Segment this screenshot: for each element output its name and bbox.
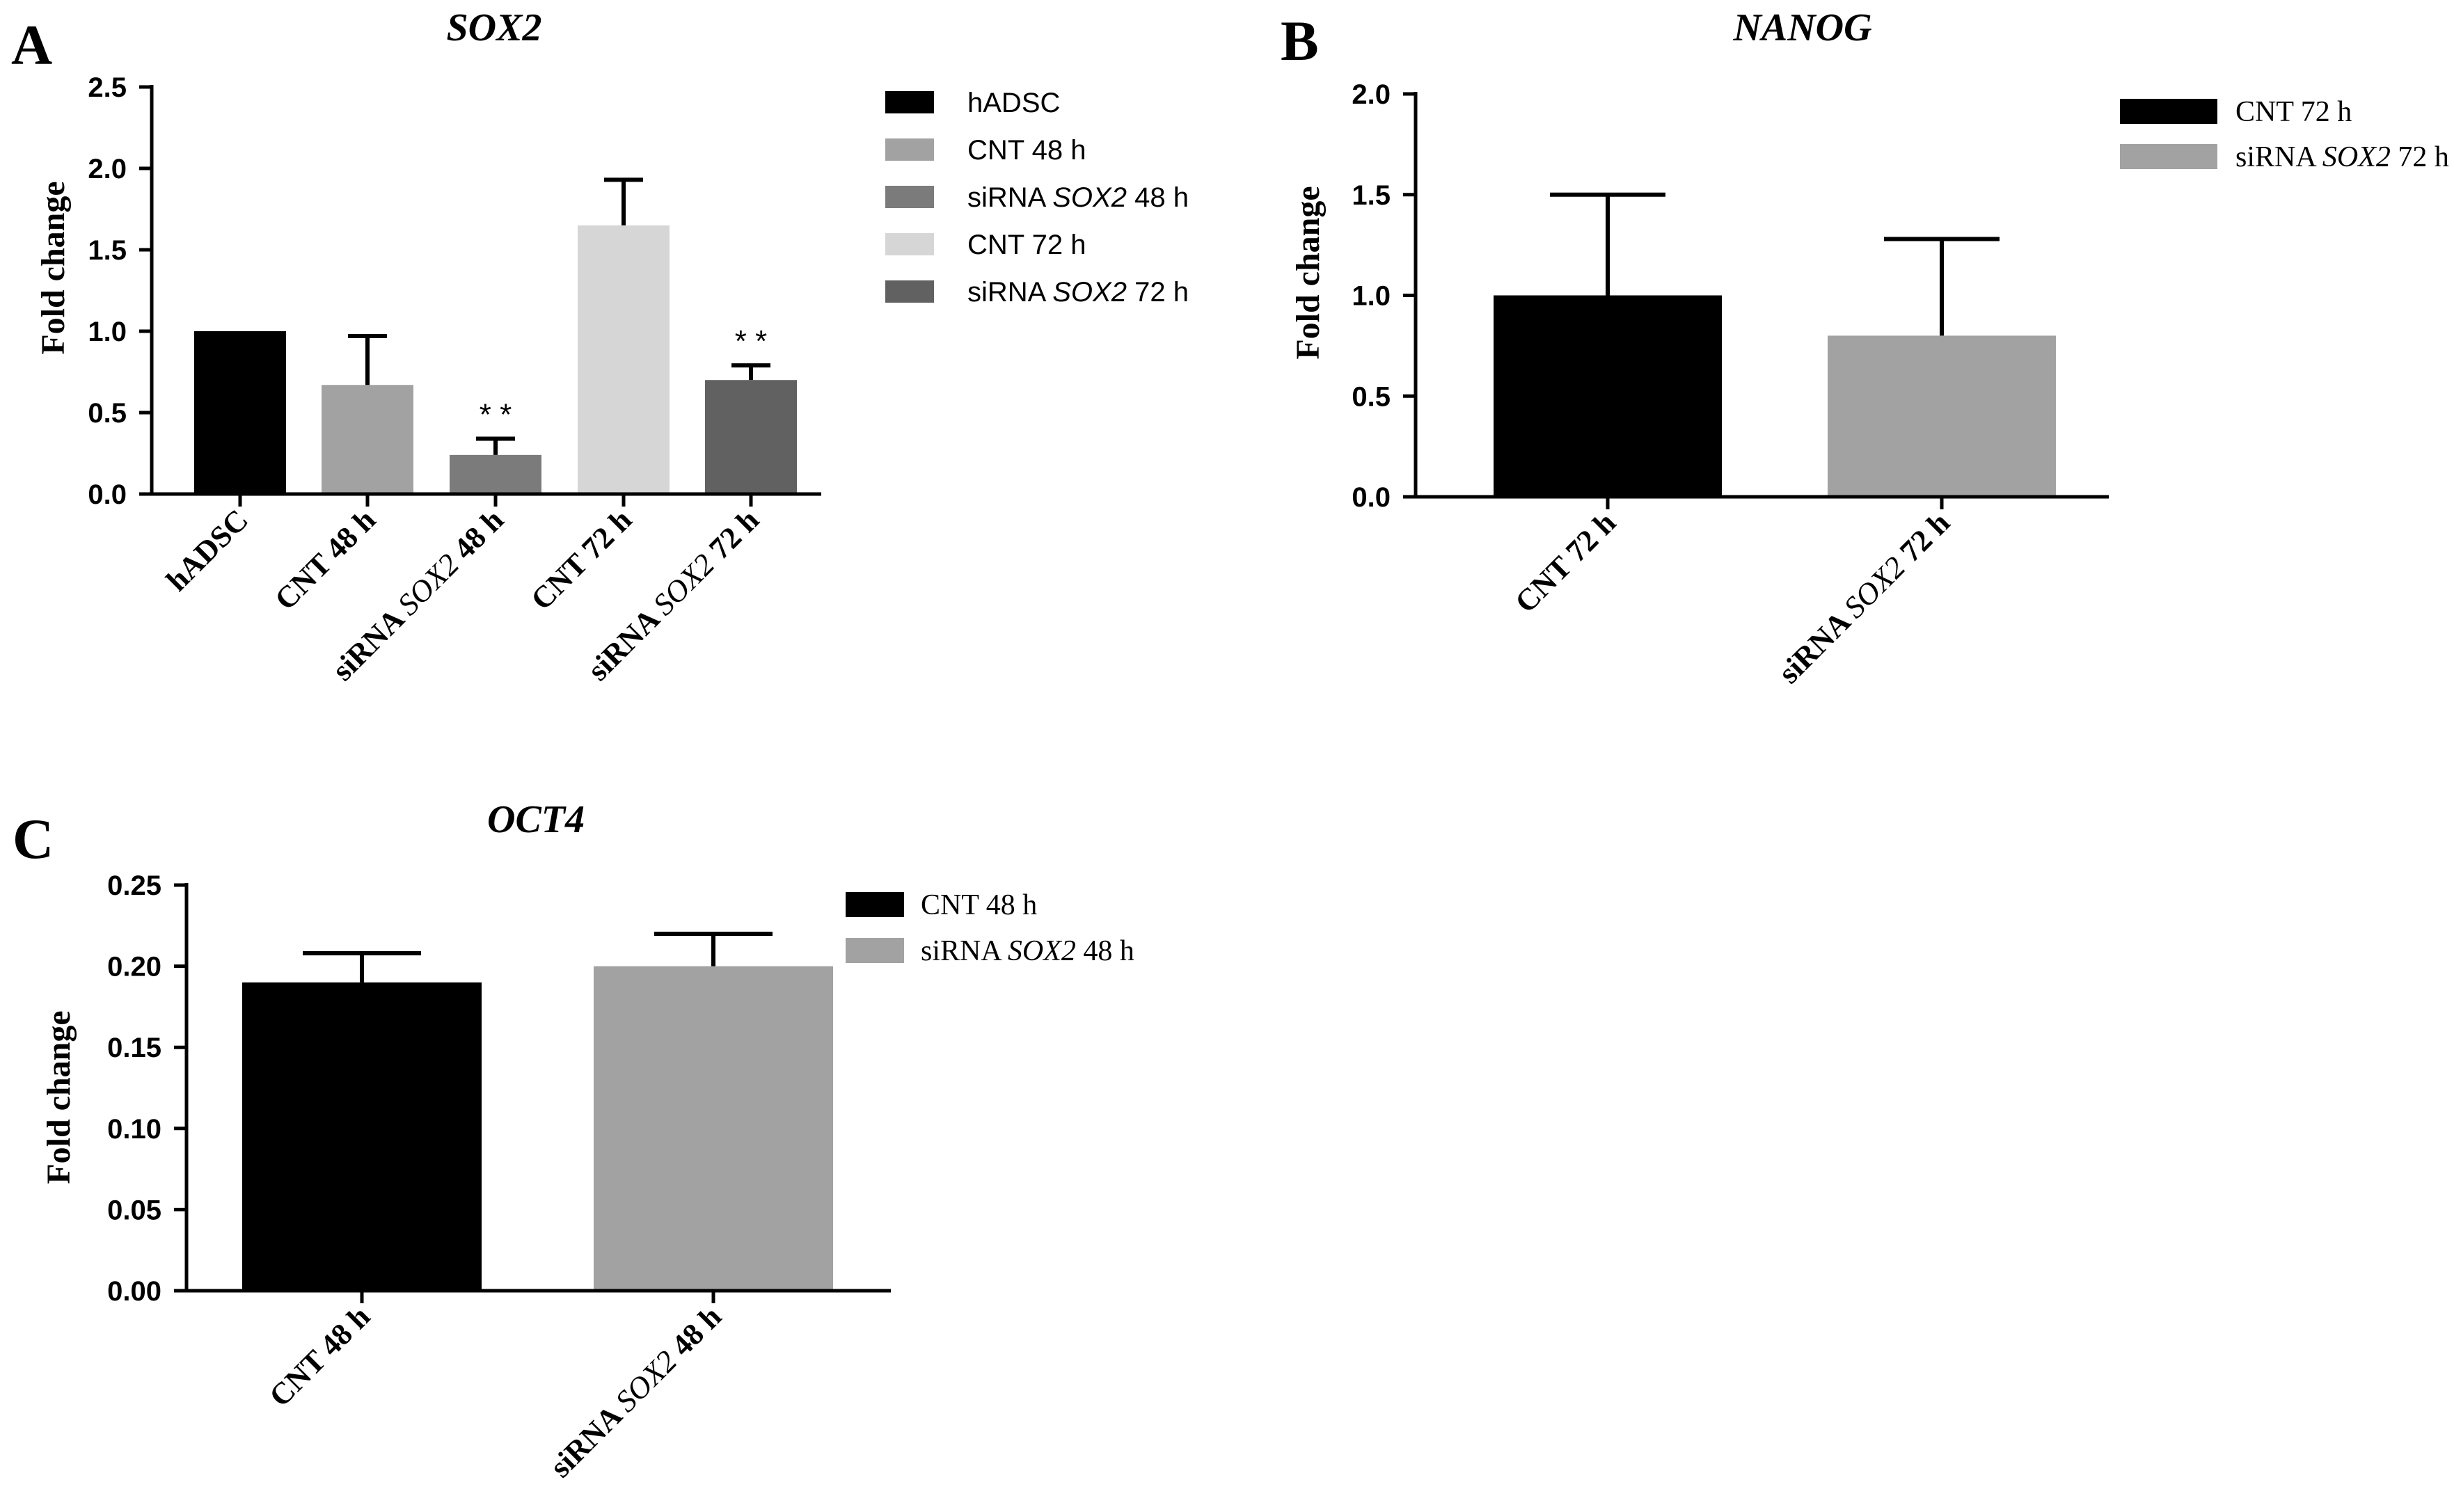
y-axis-label: Fold change xyxy=(35,181,72,354)
chart-title: OCT4 xyxy=(487,798,585,841)
panel-letter: C xyxy=(13,807,54,870)
bar xyxy=(322,385,413,494)
y-tick-label: 0.05 xyxy=(107,1195,161,1225)
significance-label: * * xyxy=(480,397,512,431)
y-tick-label: 0.0 xyxy=(88,479,127,510)
legend-label: siRNA SOX2 72 h xyxy=(967,277,1189,308)
legend-swatch xyxy=(885,91,934,113)
y-tick-label: 0.0 xyxy=(1352,482,1391,513)
chart-title: SOX2 xyxy=(447,6,542,49)
legend-swatch xyxy=(2120,99,2217,124)
y-tick-label: 1.5 xyxy=(1352,180,1391,211)
bar xyxy=(594,966,833,1291)
y-tick-label: 1.0 xyxy=(1352,281,1391,312)
legend-label: CNT 48 h xyxy=(921,889,1037,921)
y-tick-label: 0.5 xyxy=(88,398,127,429)
y-tick-label: 2.0 xyxy=(1352,79,1391,110)
legend-swatch xyxy=(846,892,904,917)
chart-title: NANOG xyxy=(1732,6,1871,49)
y-tick-label: 2.0 xyxy=(88,154,127,184)
panel-letter: B xyxy=(1281,9,1319,72)
legend-label: CNT 48 h xyxy=(967,135,1086,166)
legend-swatch xyxy=(885,233,934,255)
legend-label: siRNA SOX2 48 h xyxy=(967,182,1189,213)
legend-swatch xyxy=(846,938,904,963)
legend-swatch xyxy=(885,186,934,208)
y-tick-label: 0.5 xyxy=(1352,381,1391,412)
y-tick-label: 0.25 xyxy=(107,870,161,901)
legend-swatch xyxy=(885,280,934,303)
significance-label: * * xyxy=(735,324,767,358)
bar xyxy=(578,225,670,494)
legend-label: hADSC xyxy=(967,88,1060,118)
bar xyxy=(1828,335,2056,497)
bar xyxy=(1494,295,1722,497)
bar xyxy=(194,331,286,494)
legend-label: CNT 72 h xyxy=(2235,96,2352,128)
legend-label: siRNA SOX2 72 h xyxy=(2235,141,2449,173)
y-axis-label: Fold change xyxy=(40,1010,77,1184)
y-tick-label: 1.0 xyxy=(88,317,127,347)
bar xyxy=(705,380,797,494)
y-axis-label: Fold change xyxy=(1290,186,1327,359)
panel-letter: A xyxy=(11,13,52,77)
y-tick-label: 0.00 xyxy=(107,1276,161,1307)
bar xyxy=(450,454,541,494)
legend-label: CNT 72 h xyxy=(967,230,1086,260)
legend-swatch xyxy=(2120,144,2217,169)
legend-swatch xyxy=(885,138,934,161)
legend-label: siRNA SOX2 48 h xyxy=(921,935,1134,967)
y-tick-label: 0.15 xyxy=(107,1033,161,1063)
bar xyxy=(242,982,482,1291)
y-tick-label: 1.5 xyxy=(88,235,127,266)
y-tick-label: 0.10 xyxy=(107,1114,161,1145)
y-tick-label: 0.20 xyxy=(107,952,161,982)
y-tick-label: 2.5 xyxy=(88,72,127,103)
